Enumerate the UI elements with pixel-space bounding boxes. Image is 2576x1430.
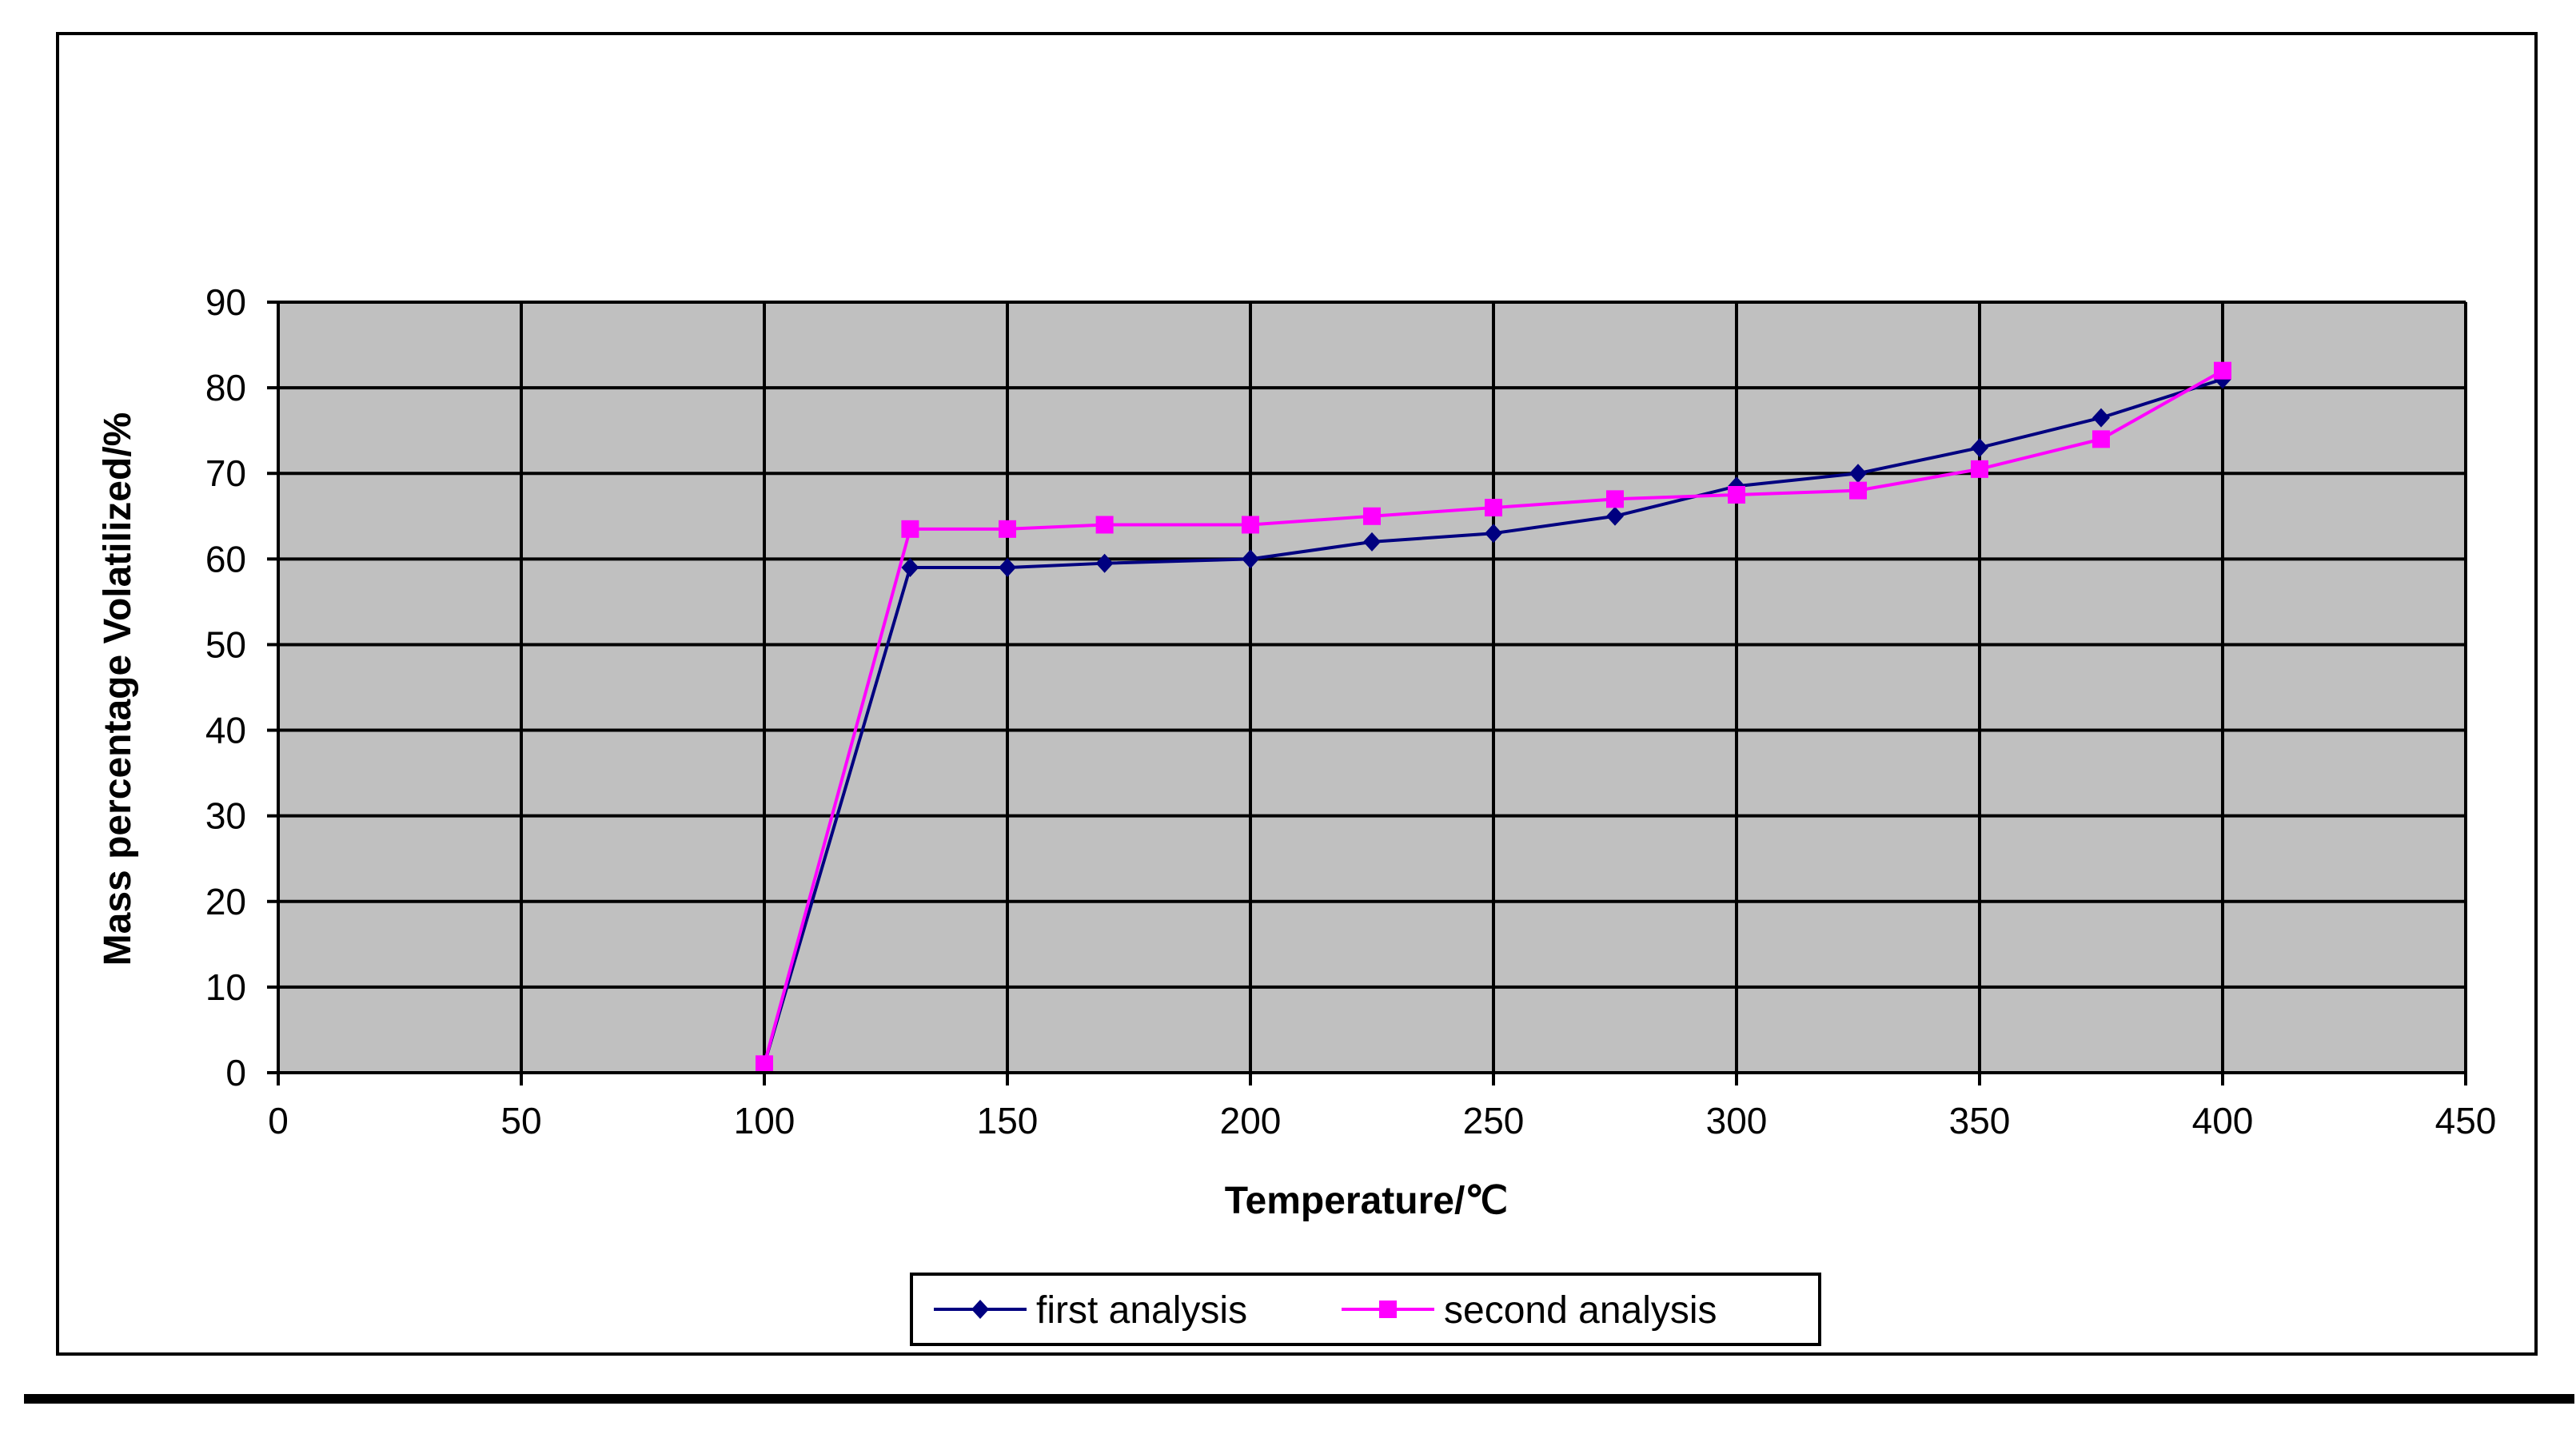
- series-1-point-12: [2214, 361, 2231, 380]
- x-tick-label-8: 400: [2192, 1100, 2254, 1141]
- legend-marker-1: [1379, 1301, 1397, 1318]
- series-0-point-1: [901, 558, 919, 578]
- series-1-point-1: [901, 520, 919, 538]
- y-tick-label-3: 30: [205, 795, 246, 837]
- y-tick-label-4: 40: [205, 710, 246, 751]
- series-1-point-4: [1242, 516, 1259, 534]
- x-tick-label-6: 300: [1706, 1100, 1768, 1141]
- series-0-point-2: [999, 558, 1016, 578]
- series-1-point-6: [1485, 499, 1502, 517]
- series-0-point-9: [1849, 464, 1867, 484]
- series-0-point-6: [1485, 524, 1502, 544]
- y-tick-label-5: 50: [205, 623, 246, 665]
- y-tick-label-0: 0: [225, 1052, 246, 1093]
- y-tick-label-7: 70: [205, 452, 246, 494]
- series-1-point-8: [1728, 486, 1745, 504]
- x-tick-label-2: 100: [734, 1100, 796, 1141]
- series-0-point-3: [1095, 553, 1114, 573]
- series-0-point-11: [2092, 408, 2110, 428]
- legend-label-0: first analysis: [1036, 1289, 1247, 1332]
- series-1-point-11: [2092, 430, 2110, 448]
- series-0-point-5: [1363, 532, 1381, 552]
- series-0-point-7: [1606, 506, 1624, 526]
- x-tick-label-7: 350: [1949, 1100, 2011, 1141]
- x-tick-label-4: 200: [1220, 1100, 1282, 1141]
- y-tick-label-6: 60: [205, 538, 246, 580]
- y-tick-label-1: 10: [205, 966, 246, 1008]
- x-tick-label-5: 250: [1463, 1100, 1525, 1141]
- y-axis-title: Mass percentage Volatilized/%: [97, 412, 139, 966]
- series-1-point-10: [1971, 460, 1988, 478]
- legend-label-1: second analysis: [1444, 1289, 1717, 1332]
- x-tick-label-0: 0: [268, 1100, 289, 1141]
- x-tick-label-9: 450: [2435, 1100, 2497, 1141]
- x-tick-label-3: 150: [977, 1100, 1039, 1141]
- legend-marker-0: [971, 1300, 989, 1319]
- x-tick-label-1: 50: [500, 1100, 541, 1141]
- series-0-point-10: [1971, 438, 1988, 458]
- legend: first analysis second analysis: [910, 1273, 1821, 1346]
- series-1-point-0: [756, 1055, 773, 1073]
- y-tick-label-9: 90: [205, 281, 246, 323]
- series-1-point-7: [1606, 490, 1624, 508]
- bottom-rule: [24, 1394, 2574, 1404]
- y-tick-label-8: 80: [205, 367, 246, 408]
- series-1-point-3: [1095, 516, 1114, 534]
- series-1-point-2: [999, 520, 1016, 538]
- y-tick-label-2: 20: [205, 881, 246, 922]
- series-1-point-5: [1363, 507, 1381, 525]
- series-0-point-4: [1242, 549, 1259, 569]
- x-axis-title: Temperature/℃: [1225, 1180, 1508, 1222]
- series-1-point-9: [1849, 481, 1867, 500]
